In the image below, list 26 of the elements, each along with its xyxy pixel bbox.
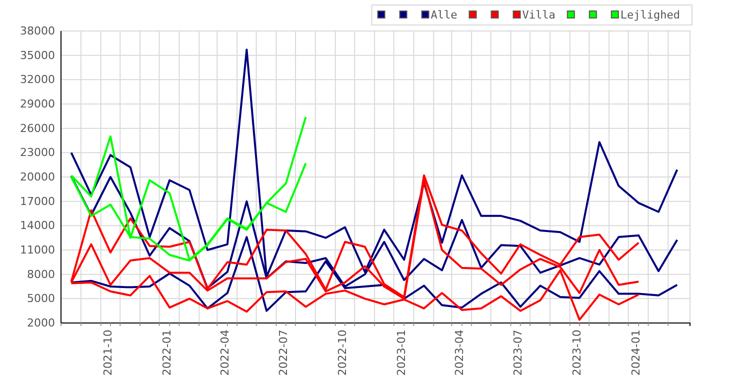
y-tick-label: 17000 bbox=[20, 194, 55, 208]
y-tick-label: 5000 bbox=[27, 292, 55, 306]
x-tick-label: 2022-04 bbox=[218, 330, 232, 376]
y-tick-label: 8000 bbox=[27, 268, 55, 281]
y-tick-label: 2000 bbox=[27, 316, 55, 330]
legend-label: Alle bbox=[430, 8, 458, 22]
x-tick-label: 2023-07 bbox=[511, 330, 524, 376]
x-tick-label: 2022-07 bbox=[276, 330, 290, 376]
x-tick-label: 2023-04 bbox=[452, 330, 466, 376]
x-tick-label: 2023-01 bbox=[395, 330, 408, 376]
y-tick-label: 29000 bbox=[20, 98, 55, 111]
x-tick-label: 2022-01 bbox=[160, 330, 174, 376]
y-tick-label: 23000 bbox=[20, 146, 55, 160]
x-tick-label: 2023-10 bbox=[570, 330, 584, 376]
y-tick-label: 14000 bbox=[20, 219, 55, 232]
y-tick-label: 26000 bbox=[20, 122, 55, 135]
y-tick-label: 35000 bbox=[20, 48, 55, 62]
x-tick-label: 2022-10 bbox=[336, 330, 350, 376]
legend-label: Villa bbox=[522, 8, 556, 22]
y-tick-label: 11000 bbox=[20, 244, 55, 257]
y-tick-label: 20000 bbox=[20, 170, 55, 184]
x-tick-label: 2021-10 bbox=[102, 330, 115, 376]
y-tick-label: 32000 bbox=[20, 73, 55, 86]
y-tick-label: 38000 bbox=[20, 24, 55, 38]
x-tick-label: 2024-01 bbox=[630, 330, 643, 376]
legend-label: Lejlighed bbox=[620, 8, 680, 22]
